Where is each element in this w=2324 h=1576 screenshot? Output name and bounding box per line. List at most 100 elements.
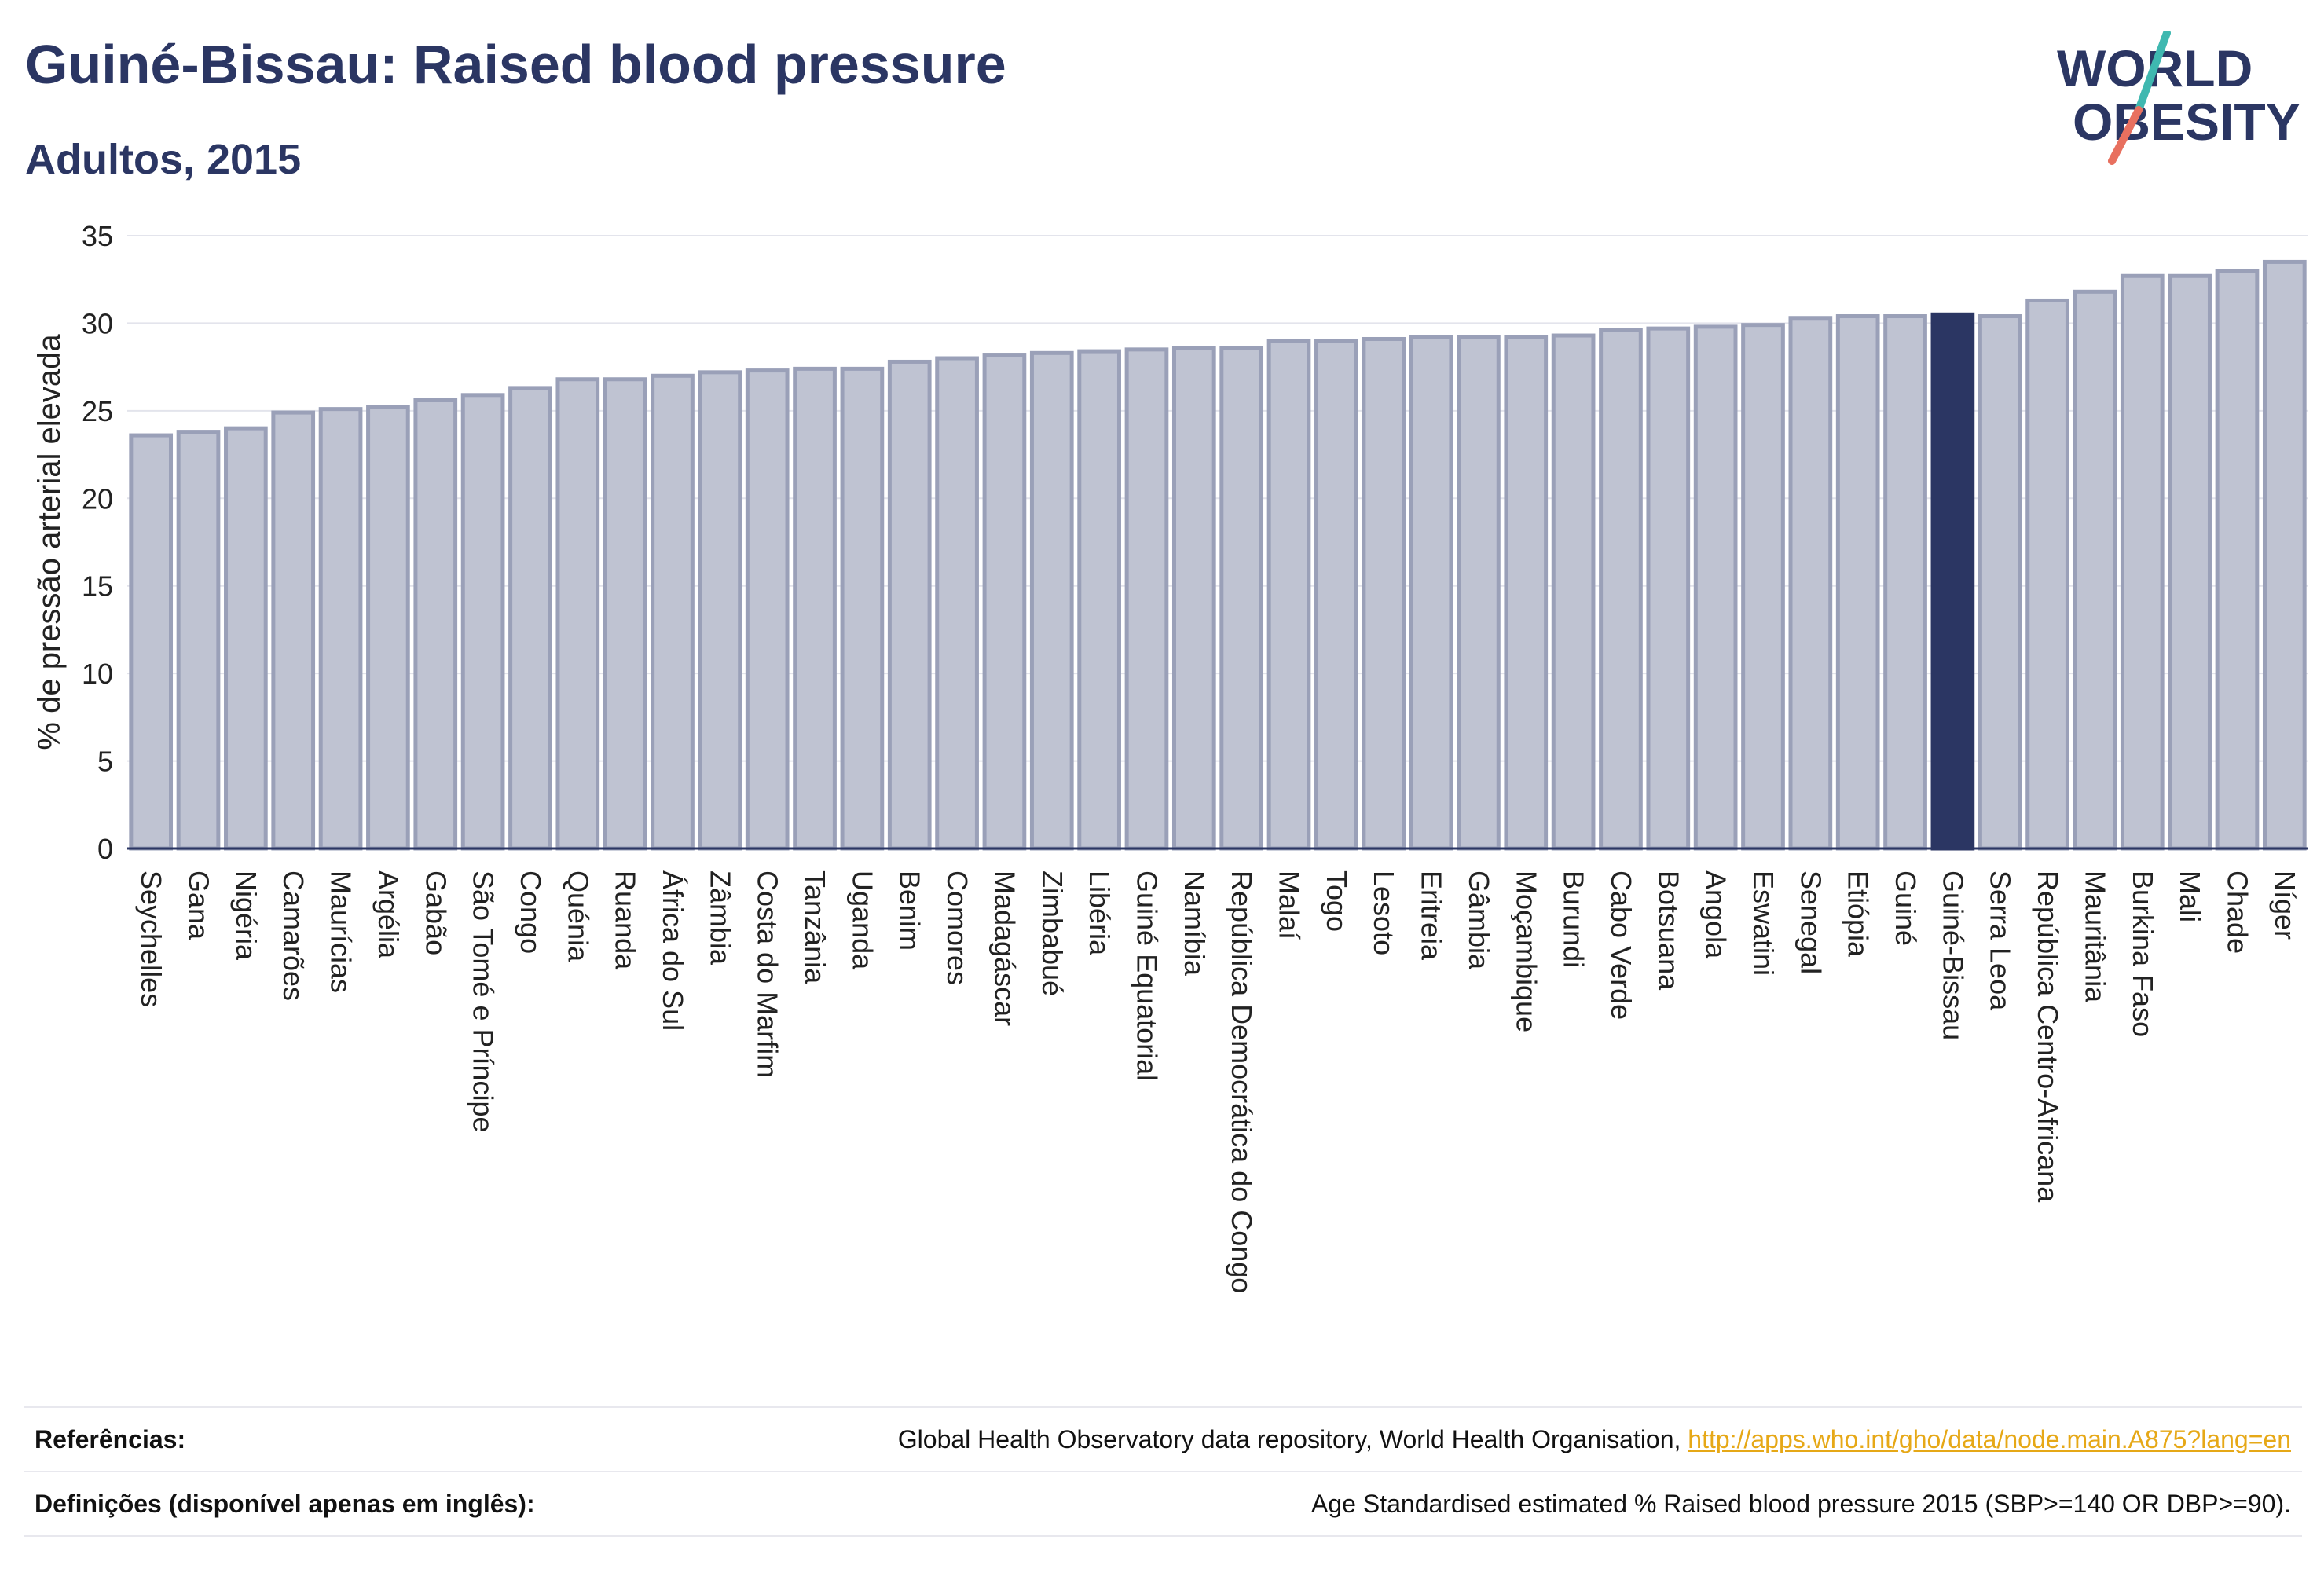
x-tick-label: Camarões xyxy=(277,870,310,1001)
logo-slash-teal xyxy=(2135,31,2171,114)
bar[interactable] xyxy=(603,377,647,851)
chart-subtitle: Adultos, 2015 xyxy=(25,136,302,183)
x-tick-label: Argélia xyxy=(372,870,405,959)
bar[interactable] xyxy=(793,366,837,851)
bar[interactable] xyxy=(1077,349,1121,851)
x-tick-label: Mauritânia xyxy=(2079,870,2111,1003)
bar[interactable] xyxy=(1409,335,1453,851)
x-tick-label: Maurícias xyxy=(325,870,357,993)
bar[interactable] xyxy=(2215,269,2260,851)
y-tick-label: 25 xyxy=(82,395,113,427)
bar[interactable] xyxy=(1266,339,1311,851)
x-tick-label: São Tomé e Príncipe xyxy=(467,870,500,1133)
x-tick-label: Zâmbia xyxy=(704,870,736,966)
definitions-row: Definições (disponível apenas em inglês)… xyxy=(24,1471,2302,1537)
y-tick-label: 15 xyxy=(82,570,113,603)
bar[interactable] xyxy=(2168,273,2212,851)
bar[interactable] xyxy=(1124,347,1169,851)
x-tick-label: Chade xyxy=(2221,870,2253,954)
x-tick-label: Eswatini xyxy=(1747,870,1780,976)
bar[interactable] xyxy=(1883,314,1927,851)
bar[interactable] xyxy=(1835,314,1880,851)
bar[interactable] xyxy=(698,370,742,851)
bar[interactable] xyxy=(1599,328,1643,851)
bar[interactable] xyxy=(2025,298,2069,851)
y-tick-label: 35 xyxy=(82,220,113,252)
bar[interactable] xyxy=(1457,335,1501,851)
bar[interactable] xyxy=(508,386,552,851)
y-axis-label: % de pressão arterial elevada xyxy=(32,334,67,750)
bar[interactable] xyxy=(271,410,316,851)
x-tick-label: Malaí xyxy=(1274,870,1306,940)
x-tick-label: Gâmbia xyxy=(1463,870,1495,970)
bar[interactable] xyxy=(1693,324,1738,851)
footer: Referências: Global Health Observatory d… xyxy=(24,1406,2302,1537)
world-obesity-logo: WORLD OBESITY xyxy=(2057,31,2300,165)
logo-slash-coral xyxy=(2108,106,2143,165)
x-tick-label: Seychelles xyxy=(135,870,167,1007)
x-tick-label: África do Sul xyxy=(657,870,689,1031)
y-tick-label: 30 xyxy=(82,307,113,339)
bar[interactable] xyxy=(318,407,363,851)
bar[interactable] xyxy=(982,353,1027,851)
y-tick-label: 0 xyxy=(97,833,113,865)
bar-chart: 0 5 10 15 20 25 30 35 Seychelles Gana Nigéria Cama… xyxy=(32,220,2308,1293)
x-axis-labels: Seychelles Gana Nigéria Camarões Maurícias Ar… xyxy=(135,870,2301,1293)
x-tick-label: Uganda xyxy=(846,870,878,970)
references-value: Global Health Observatory data repositor… xyxy=(898,1425,2291,1454)
x-tick-label: Gana xyxy=(183,870,215,940)
bar[interactable] xyxy=(1788,316,1833,851)
bar[interactable] xyxy=(1978,314,2022,851)
bar[interactable] xyxy=(1741,323,1785,851)
x-tick-label: Zimbabué xyxy=(1036,870,1069,996)
references-link[interactable]: http://apps.who.int/gho/data/node.main.A… xyxy=(1688,1425,2291,1453)
x-tick-label: Comores xyxy=(941,870,973,985)
definitions-text: Age Standardised estimated % Raised bloo… xyxy=(1311,1490,2291,1518)
bar[interactable] xyxy=(1029,350,1074,851)
bar[interactable] xyxy=(1219,346,1264,851)
bar[interactable] xyxy=(224,426,268,851)
references-label: Referências: xyxy=(35,1425,186,1453)
logo-line2: OBESITY xyxy=(2073,93,2300,151)
y-tick-label: 20 xyxy=(82,482,113,515)
bar[interactable] xyxy=(1551,333,1596,851)
bar[interactable] xyxy=(366,405,410,851)
bar[interactable] xyxy=(2120,273,2165,851)
y-tick-label: 5 xyxy=(97,746,113,778)
bar[interactable] xyxy=(935,356,979,851)
x-tick-label: Guiné xyxy=(1890,870,1922,946)
bar[interactable] xyxy=(651,373,695,851)
bar[interactable] xyxy=(176,430,221,851)
bar[interactable] xyxy=(1646,326,1691,851)
bar[interactable] xyxy=(1362,336,1406,851)
bar[interactable] xyxy=(1171,346,1216,851)
bar[interactable] xyxy=(460,393,505,851)
bar[interactable] xyxy=(840,366,885,851)
x-tick-label: Senegal xyxy=(1794,870,1827,974)
x-tick-label: Quénia xyxy=(562,870,594,962)
x-tick-label: República Democrática do Congo xyxy=(1226,870,1258,1293)
x-tick-label: Guiné Equatorial xyxy=(1131,870,1163,1081)
x-tick-label: Burkina Faso xyxy=(2127,870,2159,1037)
x-tick-label: Madagáscar xyxy=(988,870,1021,1026)
bar[interactable] xyxy=(129,433,174,851)
bar[interactable] xyxy=(2262,259,2307,851)
bar-highlighted[interactable] xyxy=(1930,312,1975,851)
bar[interactable] xyxy=(413,398,458,851)
y-axis-ticks: 0 5 10 15 20 25 30 35 xyxy=(82,220,113,865)
x-tick-label: Serra Leoa xyxy=(1985,870,2017,1011)
bar[interactable] xyxy=(745,368,790,851)
bar[interactable] xyxy=(887,359,932,851)
x-tick-label: Lesoto xyxy=(1368,870,1400,955)
x-tick-label: Costa do Marfim xyxy=(752,870,784,1078)
bar[interactable] xyxy=(1504,335,1549,851)
x-tick-label: Congo xyxy=(515,870,547,954)
x-tick-label: Nigéria xyxy=(230,870,262,961)
x-tick-label: Etiópia xyxy=(1842,870,1875,958)
bar[interactable] xyxy=(1314,339,1358,851)
x-tick-label: Angola xyxy=(1700,870,1732,959)
bar[interactable] xyxy=(555,377,600,851)
chart-title: Guiné-Bissau: Raised blood pressure xyxy=(25,34,1006,95)
x-tick-label: Libéria xyxy=(1083,870,1116,956)
bar[interactable] xyxy=(2073,289,2117,851)
